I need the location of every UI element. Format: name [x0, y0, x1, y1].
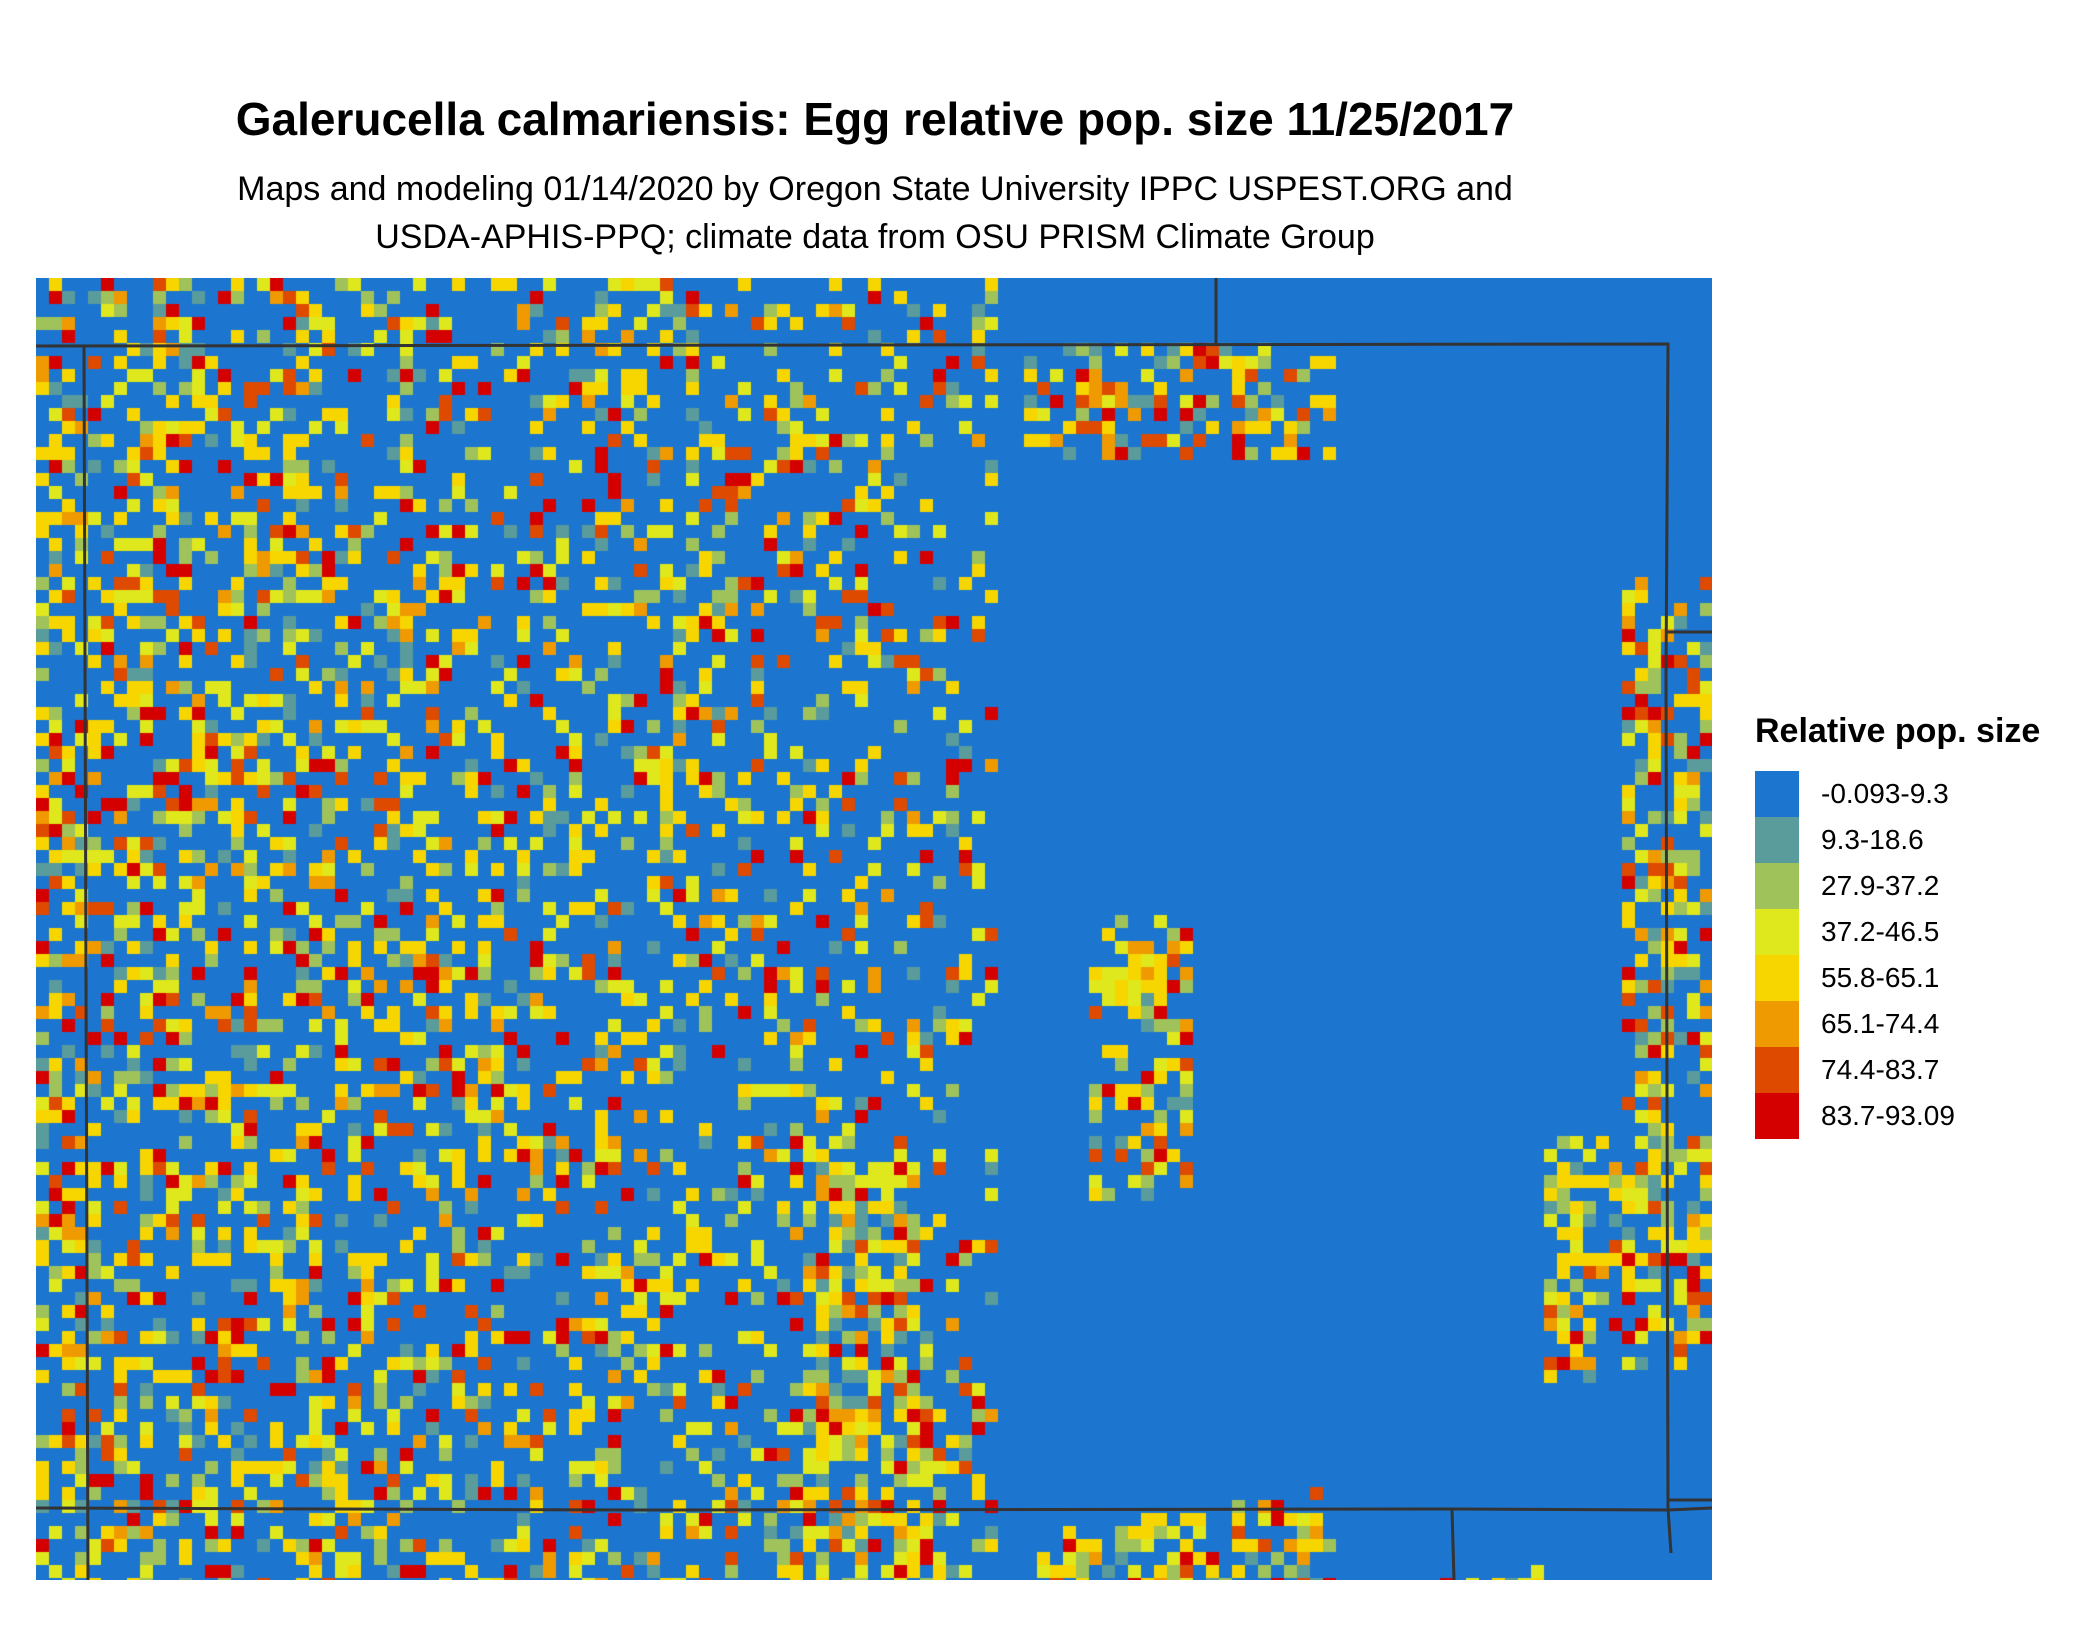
legend-item: -0.093-9.3: [1755, 771, 2085, 817]
legend-item: 27.9-37.2: [1755, 863, 2085, 909]
legend-item: 55.8-65.1: [1755, 955, 2085, 1001]
legend-label: 27.9-37.2: [1821, 870, 1940, 901]
legend-swatch: [1755, 909, 1799, 955]
legend-label: 65.1-74.4: [1821, 1008, 1940, 1039]
legend-swatch: [1755, 771, 1799, 817]
legend-label: -0.093-9.3: [1821, 778, 1949, 809]
state-borders: [36, 278, 1712, 1580]
map-title: Galerucella calmariensis: Egg relative p…: [235, 93, 1515, 145]
legend-label: 83.7-93.09: [1821, 1100, 1955, 1131]
legend-item: 74.4-83.7: [1755, 1047, 2085, 1093]
map-subtitle-line1: Maps and modeling 01/14/2020 by Oregon S…: [237, 170, 1513, 208]
legend: Relative pop. size -0.093-9.3 9.3-18.6 27.…: [1755, 712, 2085, 1139]
legend-swatch: [1755, 817, 1799, 863]
legend-item: 37.2-46.5: [1755, 909, 2085, 955]
legend-label: 74.4-83.7: [1821, 1054, 1940, 1085]
legend-swatch: [1755, 955, 1799, 1001]
legend-item: 9.3-18.6: [1755, 817, 2085, 863]
legend-swatch: [1755, 863, 1799, 909]
legend-swatch: [1755, 1047, 1799, 1093]
legend-item: 65.1-74.4: [1755, 1001, 2085, 1047]
legend-swatch: [1755, 1093, 1799, 1139]
legend-title: Relative pop. size: [1755, 712, 2041, 750]
legend-item: 83.7-93.09: [1755, 1093, 2085, 1139]
legend-swatch: [1755, 1001, 1799, 1047]
legend-label: 9.3-18.6: [1821, 824, 1924, 855]
legend-items: -0.093-9.3 9.3-18.6 27.9-37.2 37.2-46.5 55.8…: [1755, 771, 2085, 1139]
legend-label: 55.8-65.1: [1821, 962, 1940, 993]
map-subtitle-line2: USDA-APHIS-PPQ; climate data from OSU PR…: [375, 218, 1375, 256]
raster-layer: [36, 278, 1712, 1580]
legend-label: 37.2-46.5: [1821, 916, 1940, 947]
map-area: [36, 278, 1712, 1580]
